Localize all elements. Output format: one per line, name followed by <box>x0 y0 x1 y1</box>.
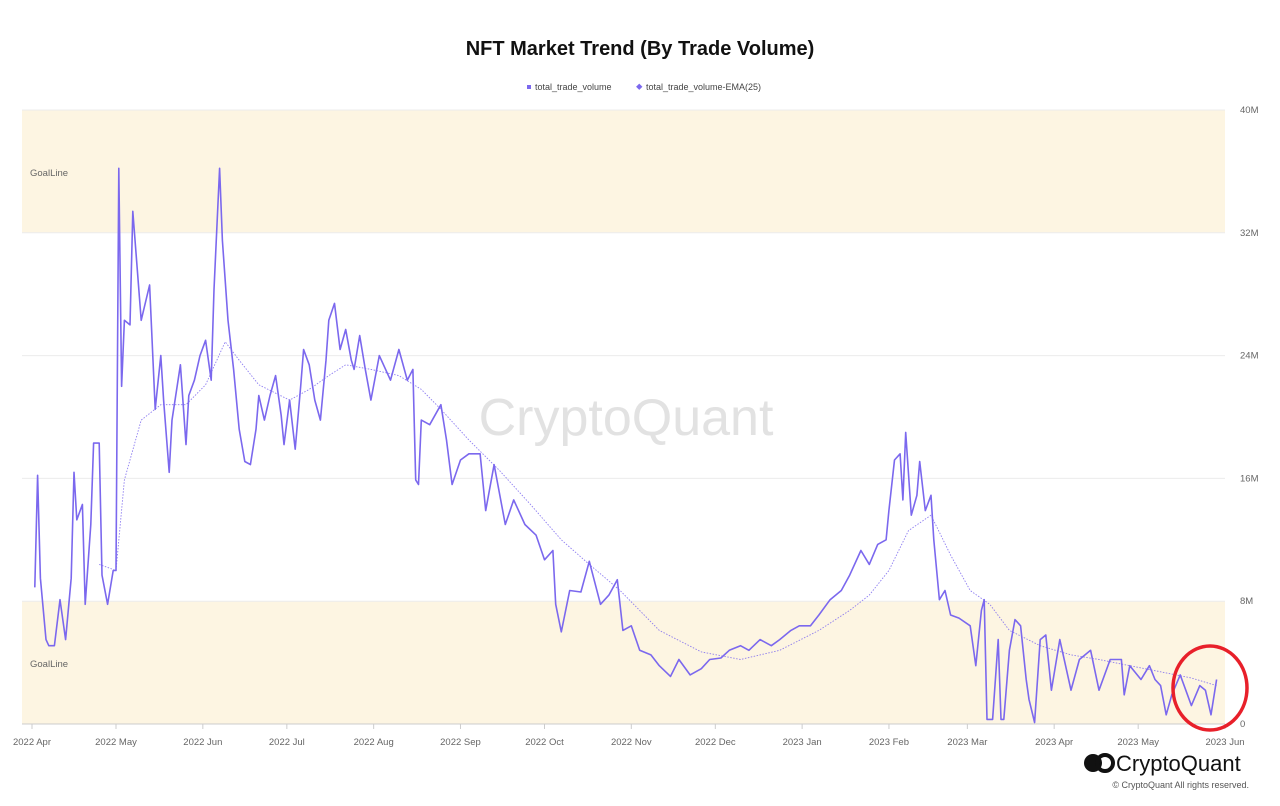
goal-band <box>22 110 1225 233</box>
legend-marker-square <box>527 85 531 89</box>
x-tick-label: 2022 Aug <box>354 737 394 748</box>
x-tick-label: 2022 Nov <box>611 737 652 748</box>
logo-mark-right <box>1095 753 1115 773</box>
logo-text: CryptoQuant <box>1116 751 1241 776</box>
copyright: © CryptoQuant All rights reserved. <box>1112 780 1249 790</box>
x-tick-label: 2023 Apr <box>1035 737 1073 748</box>
x-tick-label: 2022 Oct <box>525 737 564 748</box>
series-line-ema-25 <box>99 341 1217 687</box>
red-circle-annotation <box>1171 644 1249 732</box>
x-tick-label: 2022 Jun <box>183 737 222 748</box>
legend-marker-diamond <box>636 83 643 90</box>
x-tick-label: 2023 May <box>1117 737 1159 748</box>
series-line-total-trade-volume <box>34 167 1218 724</box>
goal-band <box>22 601 1225 724</box>
x-tick-label: 2022 Dec <box>695 737 736 748</box>
y-tick-label: 40M <box>1240 105 1259 116</box>
watermark: CryptoQuant <box>479 389 774 447</box>
cryptoquant-logo: CryptoQuant <box>1084 751 1241 776</box>
x-tick-label: 2023 Mar <box>947 737 987 748</box>
x-tick-label: 2023 Jun <box>1205 737 1244 748</box>
y-tick-label: 24M <box>1240 351 1259 362</box>
legend-item-total-trade-volume[interactable]: total_trade_volume <box>527 82 612 92</box>
goal-band-label: GoalLine <box>30 659 68 670</box>
legend-label: total_trade_volume-EMA(25) <box>646 82 761 92</box>
x-tick-label: 2023 Feb <box>869 737 909 748</box>
x-tick-label: 2022 Jul <box>269 737 305 748</box>
y-tick-label: 32M <box>1240 228 1259 239</box>
y-tick-label: 8M <box>1240 596 1253 607</box>
legend-label: total_trade_volume <box>535 82 612 92</box>
y-tick-label: 16M <box>1240 473 1259 484</box>
x-tick-label: 2023 Jan <box>783 737 822 748</box>
chart-title: NFT Market Trend (By Trade Volume) <box>466 38 815 60</box>
y-tick-label: 0 <box>1240 719 1245 730</box>
legend: total_trade_volume total_trade_volume-EM… <box>527 82 761 92</box>
legend-item-ema[interactable]: total_trade_volume-EMA(25) <box>636 82 761 92</box>
x-tick-label: 2022 May <box>95 737 137 748</box>
x-tick-label: 2022 Sep <box>440 737 481 748</box>
goal-band-label: GoalLine <box>30 168 68 179</box>
x-tick-label: 2022 Apr <box>13 737 51 748</box>
